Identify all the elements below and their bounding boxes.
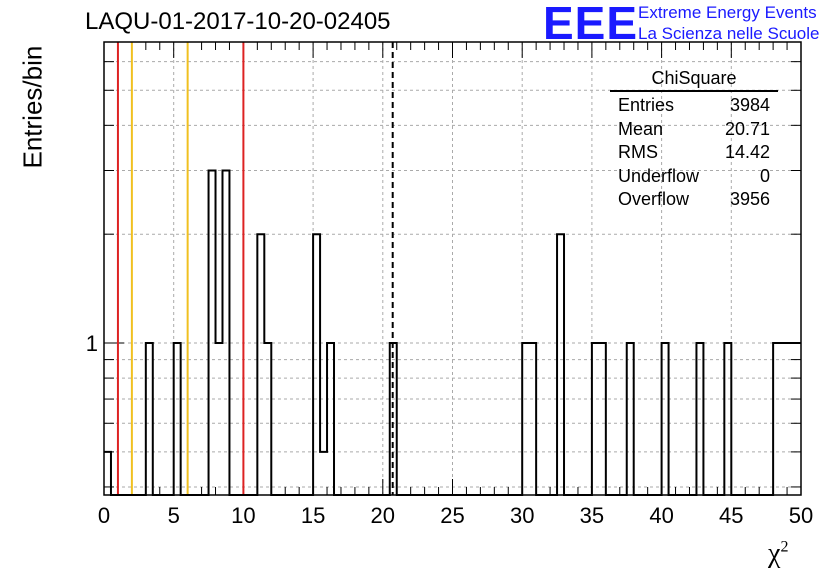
logo-subtitle-1: Extreme Energy Events [638,3,817,22]
eee-logo: EEE [543,0,639,49]
plot-frame [103,41,802,496]
grid-lines [104,42,801,495]
x-tick-label: 45 [719,503,743,528]
logo-subtitle-2: La Scienza nelle Scuole [638,24,820,43]
stats-value: 14.42 [724,142,770,162]
stats-row-rms: RMS 14.42 [610,142,778,166]
stats-row-mean: Mean 20.71 [610,119,778,143]
stats-label: Underflow [618,165,700,186]
stats-row-underflow: Underflow 0 [610,166,778,190]
x-tick-label: 15 [301,503,325,528]
x-tick-label: 10 [231,503,255,528]
x-tick-label: 25 [440,503,464,528]
stats-value: 0 [759,165,770,186]
y-tick-label: 1 [86,331,98,356]
plot-border [103,41,802,496]
stats-box-title: ChiSquare [610,68,778,92]
stats-label: Mean [618,118,664,139]
x-tick-label: 20 [371,503,395,528]
stats-box: ChiSquare Entries 3984 Mean 20.71 RMS 14.42 Un… [610,68,778,213]
stats-label: RMS [618,142,658,162]
stats-value: 3984 [729,95,770,115]
x-tick-label: 50 [789,503,813,528]
stats-row-entries: Entries 3984 [610,95,778,119]
stats-label: Overflow [618,189,690,209]
x-tick-label: 0 [98,503,110,528]
x-tick-label: 30 [510,503,534,528]
threshold-lines [116,42,394,495]
x-tick-label: 5 [168,503,180,528]
x-tick-label: 35 [580,503,604,528]
x-tick-label: 40 [649,503,673,528]
stats-value: 3956 [729,189,770,209]
x-axis-label: χ2 [768,538,789,569]
chart-title: LAQU-01-2017-10-20-02405 [85,8,391,35]
stats-row-overflow: Overflow 3956 [610,189,778,213]
tick-labels: 0 5 10 15 20 25 30 35 40 45 50 1 [86,331,813,528]
stats-label: Entries [618,95,675,115]
stats-value: 20.71 [724,118,770,139]
